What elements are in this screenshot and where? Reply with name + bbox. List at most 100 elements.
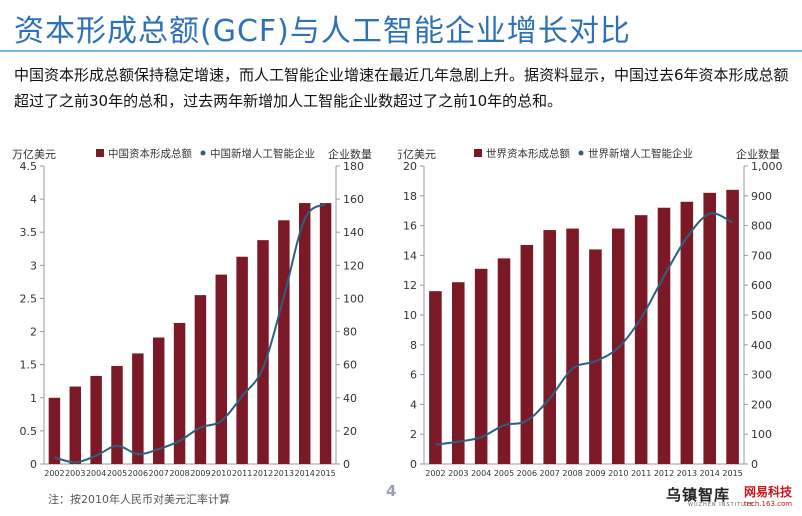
- world-right-tick-label: 0: [751, 458, 758, 471]
- world-bar-2009: [589, 249, 602, 464]
- china-bar-2014: [298, 203, 311, 464]
- china-bar-2006: [132, 353, 144, 464]
- china-right-tick-label: 40: [343, 392, 357, 405]
- china-left-tick-label: 2: [30, 326, 37, 339]
- wuzhen-logo: 乌镇智库 WUZHEN INSTITUTE: [666, 484, 753, 508]
- world-right-tick-label: 900: [751, 190, 772, 203]
- world-legend-bar-label: 世界资本形成总额: [486, 147, 570, 160]
- world-x-tick-label: 2002: [425, 469, 445, 478]
- world-right-tick-label: 700: [751, 249, 772, 262]
- china-bar-2003: [69, 386, 82, 464]
- china-bar-2002: [48, 397, 61, 464]
- world-x-tick-label: 2006: [517, 469, 537, 478]
- world-right-tick-label: 100: [751, 428, 772, 441]
- china-left-tick-label: 4.5: [20, 160, 38, 173]
- wuzhen-logo-name: 乌镇智库: [666, 486, 731, 504]
- china-bar-2012: [257, 240, 269, 464]
- world-y-axis-label-left: 万亿美元: [398, 148, 436, 161]
- world-bar-2002: [429, 291, 442, 464]
- china-y-axis-label-right: 企业数量: [328, 147, 372, 161]
- netease-logo-subtitle: tech.163.com: [744, 500, 793, 508]
- world-left-tick-label: 18: [403, 190, 417, 203]
- china-x-tick-label: 2014: [295, 469, 315, 478]
- china-x-tick-label: 2004: [86, 469, 106, 478]
- world-x-tick-label: 2012: [654, 469, 674, 478]
- china-bar-2011: [236, 256, 248, 464]
- world-bar-2012: [657, 207, 671, 464]
- world-x-tick-label: 2009: [585, 469, 605, 478]
- world-bar-2015: [726, 189, 739, 464]
- world-left-tick-label: 6: [410, 369, 417, 382]
- china-x-tick-label: 2011: [232, 469, 252, 478]
- china-x-tick-label: 2009: [190, 469, 210, 478]
- china-legend-line-label: 中国新增人工智能企业: [210, 147, 315, 160]
- footnote: 注：按2010年人民币对美元汇率计算: [48, 493, 230, 506]
- world-x-tick-label: 2011: [631, 469, 651, 478]
- china-right-tick-label: 20: [343, 425, 357, 438]
- world-left-tick-label: 2: [410, 428, 417, 441]
- world-bar-2008: [566, 228, 579, 464]
- world-right-tick-label: 300: [751, 369, 772, 382]
- world-bar-2014: [703, 192, 716, 464]
- china-x-tick-label: 2005: [107, 469, 127, 478]
- china-y-axis-label-left: 万亿美元: [12, 148, 56, 161]
- world-right-tick-label: 400: [751, 339, 772, 352]
- world-legend-line-swatch: [578, 150, 584, 156]
- world-bar-2006: [520, 244, 534, 464]
- world-right-tick-label: 1,000: [751, 160, 783, 173]
- china-left-tick-label: 3: [30, 259, 37, 272]
- world-left-tick-label: 10: [403, 309, 417, 322]
- world-bar-2005: [497, 258, 511, 464]
- china-right-tick-label: 160: [343, 193, 364, 206]
- world-legend: 世界资本形成总额 世界新增人工智能企业: [474, 147, 693, 160]
- world-right-tick-label: 600: [751, 279, 772, 292]
- description-text: 中国资本形成总额保持稳定增速，而人工智能企业增速在最近几年急剧上升。据资料显示，…: [14, 66, 789, 110]
- china-left-tick-label: 4: [30, 193, 37, 206]
- world-right-tick-label: 800: [751, 220, 772, 233]
- china-x-tick-label: 2010: [211, 469, 231, 478]
- world-left-tick-label: 8: [410, 339, 417, 352]
- china-left-tick-label: 1: [30, 392, 37, 405]
- china-left-tick-label: 3.5: [20, 226, 38, 239]
- wuzhen-logo-subtitle: WUZHEN INSTITUTE: [688, 502, 755, 508]
- china-bar-2013: [278, 220, 290, 464]
- china-x-tick-label: 2003: [65, 469, 85, 478]
- world-y-axis-label-right: 企业数量: [736, 147, 780, 161]
- world-bar-2013: [680, 201, 694, 464]
- china-right-tick-label: 140: [343, 226, 364, 239]
- world-left-tick-label: 20: [403, 160, 417, 173]
- china-x-tick-label: 2002: [44, 469, 64, 478]
- china-left-tick-label: 1.5: [20, 359, 38, 372]
- china-legend: 中国资本形成总额 中国新增人工智能企业: [96, 147, 315, 160]
- world-chart-svg: 万亿美元 企业数量 世界资本形成总额 世界新增人工智能企业 0 2 4 6 8 10 12 14 16 1…: [392, 147, 783, 478]
- world-left-tick-label: 0: [410, 458, 417, 471]
- world-x-tick-label: 2013: [677, 469, 697, 478]
- china-bar-2009: [194, 295, 207, 464]
- china-bar-2010: [215, 274, 228, 464]
- world-x-tick-label: 2004: [471, 469, 491, 478]
- world-left-tick-label: 4: [410, 398, 417, 411]
- china-x-tick-label: 2007: [149, 469, 169, 478]
- china-x-tick-label: 2013: [274, 469, 294, 478]
- china-chart: 万亿美元 企业数量 中国资本形成总额 中国新增人工智能企业 0 0.5 1 1.5 2 2.5 3 3…: [8, 146, 390, 488]
- world-bar-2011: [634, 215, 648, 464]
- world-left-tick-label: 16: [403, 220, 417, 233]
- china-bar-2005: [111, 365, 123, 464]
- china-legend-line-swatch: [200, 150, 206, 156]
- china-right-tick-label: 80: [343, 326, 357, 339]
- china-bar-2004: [90, 375, 102, 464]
- china-left-tick-label: 0.5: [20, 425, 38, 438]
- world-x-tick-label: 2007: [540, 469, 560, 478]
- world-chart: 万亿美元 企业数量 世界资本形成总额 世界新增人工智能企业 0 2 4 6 8 10 12 14 16 1…: [392, 146, 802, 488]
- china-right-tick-label: 60: [343, 359, 357, 372]
- world-right-tick-label: 200: [751, 398, 772, 411]
- china-right-tick-label: 120: [343, 259, 364, 272]
- world-x-tick-label: 2014: [700, 469, 720, 478]
- netease-tech-logo: 网易科技 tech.163.com: [744, 483, 792, 508]
- world-right-tick-label: 500: [751, 309, 772, 322]
- china-x-tick-label: 2012: [253, 469, 273, 478]
- world-legend-bar-swatch: [474, 149, 482, 157]
- china-right-tick-label: 0: [343, 458, 350, 471]
- china-chart-svg: 万亿美元 企业数量 中国资本形成总额 中国新增人工智能企业 0 0.5 1 1.5 2 2.5 3 3…: [12, 147, 372, 478]
- world-bar-2004: [474, 268, 488, 464]
